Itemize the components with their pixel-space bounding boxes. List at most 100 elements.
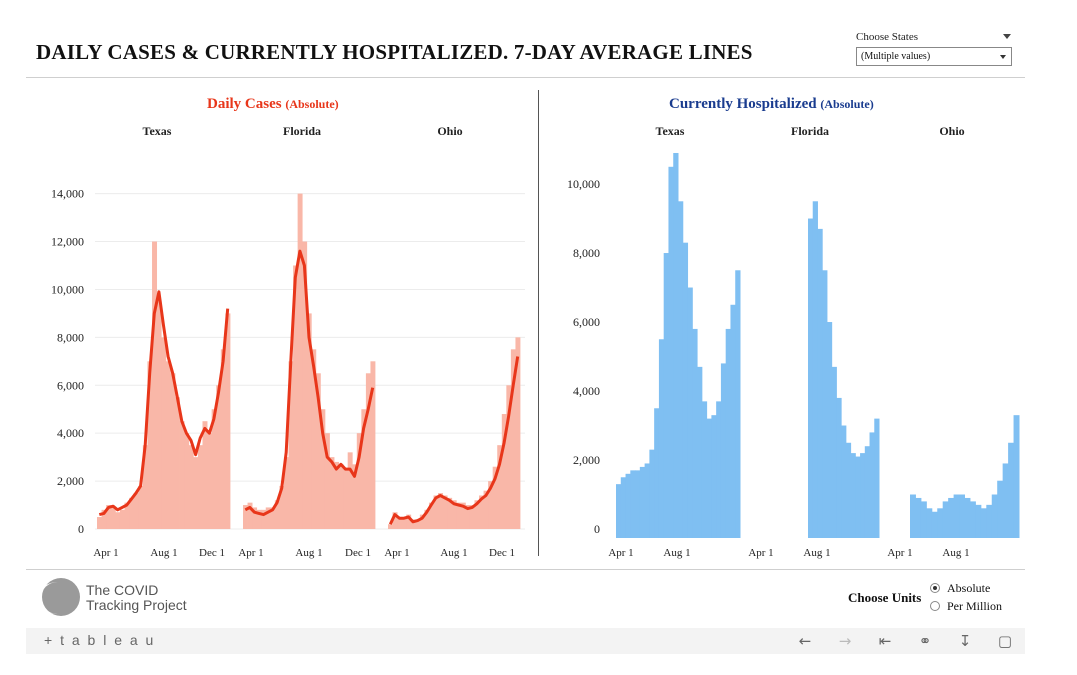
cases-bar bbox=[197, 445, 203, 529]
cases-bar bbox=[352, 464, 358, 529]
hosp-ytick-label: 0 bbox=[594, 522, 600, 536]
hosp-bar bbox=[808, 218, 814, 539]
cases-avg-line bbox=[244, 249, 375, 517]
footer-divider bbox=[26, 569, 1025, 570]
page-title: DAILY CASES & CURRENTLY HOSPITALIZED. 7-… bbox=[36, 40, 753, 64]
cases-bar bbox=[515, 337, 521, 529]
cases-bar bbox=[401, 517, 407, 529]
redo-icon[interactable]: → bbox=[838, 632, 852, 650]
cases-bar bbox=[270, 507, 276, 529]
logo-line-1: The COVID bbox=[86, 582, 159, 598]
hosp-bar bbox=[959, 494, 965, 538]
hosp-bar bbox=[663, 253, 669, 538]
cases-bar bbox=[252, 507, 258, 529]
hosp-bar bbox=[817, 228, 823, 538]
cases-bar bbox=[320, 409, 326, 529]
cases-ytick-label: 0 bbox=[78, 522, 84, 536]
cases-bar bbox=[179, 421, 185, 529]
cases-bar bbox=[442, 495, 448, 529]
cases-xtick-label: Dec 1 bbox=[489, 547, 515, 559]
cases-facet-header: Texas bbox=[143, 124, 172, 138]
hosp-ytick-label: 10,000 bbox=[567, 177, 600, 191]
cases-xtick-label: Aug 1 bbox=[440, 547, 467, 559]
hosp-xtick-label: Aug 1 bbox=[803, 547, 830, 559]
cases-ytick-label: 4,000 bbox=[57, 426, 84, 440]
cases-bar bbox=[501, 414, 507, 529]
cases-ytick-label: 8,000 bbox=[57, 330, 84, 344]
cases-bar bbox=[451, 500, 457, 529]
state-filter-dropdown[interactable]: (Multiple values) bbox=[856, 47, 1012, 66]
hosp-bar bbox=[969, 501, 976, 538]
cases-bar bbox=[101, 509, 107, 529]
hosp-bar bbox=[720, 363, 727, 538]
hosp-xtick-label: Aug 1 bbox=[942, 547, 969, 559]
hosp-bar bbox=[874, 418, 880, 538]
fullscreen-icon[interactable]: ▢ bbox=[997, 632, 1013, 650]
covid-tracking-logo[interactable]: The COVID Tracking Project bbox=[38, 578, 212, 622]
cases-bar bbox=[247, 502, 253, 529]
hosp-bar bbox=[1013, 415, 1020, 538]
chevron-down-icon bbox=[1000, 55, 1006, 59]
hosp-bar bbox=[711, 415, 717, 538]
undo-icon[interactable]: ← bbox=[798, 632, 812, 650]
tableau-toolbar: + t a b l e a u ← → ⇤ ⚭ ↧ ▢ bbox=[26, 628, 1025, 654]
cases-bar bbox=[274, 500, 280, 529]
cases-bar bbox=[225, 313, 231, 529]
cases-bar bbox=[334, 461, 339, 529]
hosp-bar bbox=[706, 418, 712, 538]
charts-canvas[interactable]: 0 2,000 4,000 6,000 8,000 10,000 12,000 14,000 T… bbox=[0, 0, 1077, 575]
hosp-bar bbox=[869, 432, 875, 538]
cases-bar bbox=[428, 502, 434, 529]
cases-xtick-label: Aug 1 bbox=[150, 547, 177, 559]
hosp-xtick-label: Aug 1 bbox=[663, 547, 690, 559]
cases-bar bbox=[133, 493, 139, 529]
hosp-bar bbox=[926, 508, 933, 538]
cases-bar bbox=[115, 512, 121, 529]
cases-bar bbox=[147, 361, 153, 529]
hosp-bar bbox=[915, 497, 922, 538]
share-icon[interactable]: ⚭ bbox=[918, 632, 932, 650]
cases-bar bbox=[161, 337, 167, 529]
hosp-bar bbox=[701, 401, 708, 538]
hosp-bar bbox=[826, 322, 833, 538]
cases-bar bbox=[370, 361, 376, 529]
cases-bar bbox=[174, 397, 180, 529]
cases-bar bbox=[110, 507, 116, 529]
hosp-bar bbox=[635, 470, 641, 538]
cases-xtick-label: Apr 1 bbox=[93, 547, 118, 559]
hosp-bar bbox=[812, 201, 818, 538]
hosp-bar bbox=[850, 453, 856, 538]
cases-bar bbox=[438, 493, 444, 529]
hosp-bar bbox=[975, 504, 982, 538]
cases-panel-title: Daily Cases (Absolute) bbox=[207, 96, 339, 113]
cases-bar bbox=[261, 509, 267, 529]
tableau-logo[interactable]: + t a b l e a u bbox=[44, 632, 156, 648]
revert-icon[interactable]: ⇤ bbox=[878, 632, 892, 650]
cases-bar bbox=[124, 502, 130, 529]
panel-divider bbox=[538, 90, 539, 556]
header-divider bbox=[26, 77, 1025, 78]
cases-bar bbox=[283, 457, 289, 529]
cases-bar bbox=[460, 502, 466, 529]
cases-xtick-label: Apr 1 bbox=[238, 547, 263, 559]
cases-bar bbox=[347, 452, 353, 529]
hosp-bar bbox=[953, 494, 960, 538]
cases-bar bbox=[388, 524, 393, 529]
hosp-xtick-label: Apr 1 bbox=[887, 547, 912, 559]
download-icon[interactable]: ↧ bbox=[958, 632, 972, 650]
cases-bar bbox=[142, 445, 148, 529]
hosp-bar bbox=[910, 494, 916, 538]
cases-bar bbox=[456, 502, 462, 529]
hosp-bar bbox=[687, 287, 693, 538]
hosp-bar bbox=[649, 449, 655, 538]
cases-bar bbox=[119, 509, 125, 529]
hosp-bar bbox=[855, 456, 861, 538]
cases-bar bbox=[324, 433, 330, 529]
cases-ytick-label: 14,000 bbox=[51, 187, 84, 201]
cases-bar bbox=[419, 514, 425, 529]
filter-collapse-icon[interactable] bbox=[1003, 34, 1011, 39]
cases-ytick-label: 12,000 bbox=[51, 235, 84, 249]
cases-bar bbox=[510, 349, 516, 529]
hosp-bar bbox=[716, 401, 722, 538]
cases-bar bbox=[293, 265, 299, 529]
